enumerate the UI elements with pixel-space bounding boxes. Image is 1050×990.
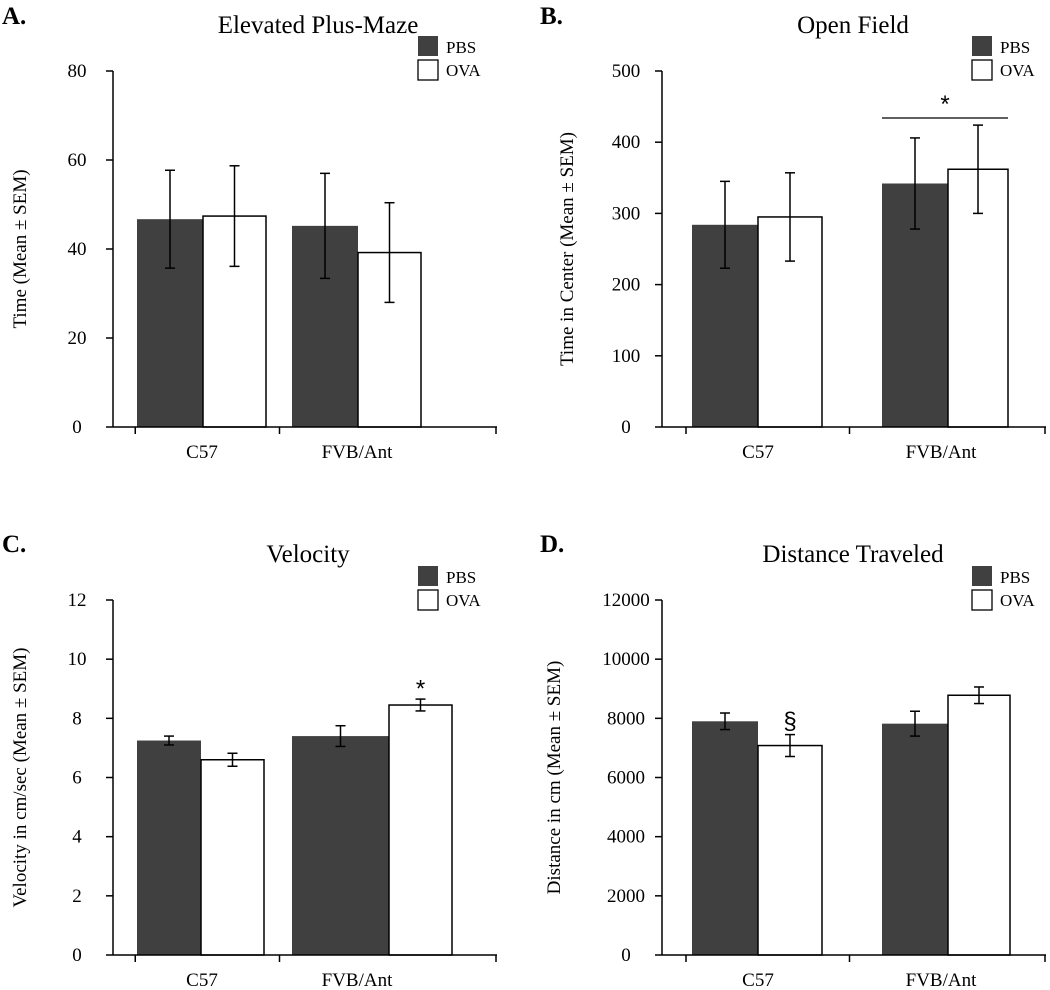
error-bar	[785, 172, 795, 262]
significance-marker: *	[940, 91, 949, 118]
y-axis-label: Velocity in cm/sec (Mean ± SEM)	[10, 647, 31, 907]
legend-swatch-ova	[971, 589, 993, 611]
y-tick-label: 12000	[602, 590, 650, 611]
legend-swatch-pbs	[972, 36, 992, 56]
legend: PBS OVA	[971, 36, 1035, 81]
y-tick-label: 500	[612, 61, 641, 82]
y-tick-label: 10	[68, 649, 87, 670]
legend-swatch-pbs	[418, 566, 438, 586]
legend-label-ova: OVA	[446, 591, 481, 610]
y-tick-label: 300	[612, 203, 641, 224]
y-tick-label: 6	[72, 768, 82, 789]
y-tick-label: 40	[68, 239, 87, 260]
y-tick-label: 60	[68, 150, 87, 171]
legend-label-ova: OVA	[446, 61, 481, 80]
y-tick-label: 0	[72, 417, 82, 438]
y-tick-label: 80	[68, 61, 87, 82]
error-bar	[320, 172, 330, 280]
legend-label-pbs: PBS	[446, 38, 476, 57]
legend: PBS OVA	[417, 566, 481, 611]
significance-marker: *	[416, 676, 425, 703]
error-bar	[335, 724, 346, 748]
bar-pbs-c57	[137, 740, 201, 955]
error-bar	[785, 733, 795, 758]
bar-ova-fvb-ant	[947, 694, 1011, 956]
chart-panel-2: B. Open Field Time in Center (Mean ± SEM) 0…	[540, 3, 1046, 463]
error-bar	[910, 137, 920, 230]
x-tick-label: C57	[742, 442, 774, 463]
error-bar	[720, 712, 730, 731]
chart-title: Elevated Plus-Maze	[218, 12, 419, 39]
y-tick-label: 100	[612, 346, 641, 367]
legend-label-pbs: PBS	[1000, 568, 1030, 587]
legend-swatch-ova	[417, 59, 439, 81]
legend-label-ova: OVA	[1000, 61, 1035, 80]
chart-title: Open Field	[797, 12, 909, 39]
y-tick-label: 10000	[602, 649, 650, 670]
panel-letter: D.	[540, 531, 564, 558]
legend-swatch-ova	[417, 589, 439, 611]
error-bar	[974, 686, 984, 705]
legend-swatch-pbs	[418, 36, 438, 56]
bar-ova-c57	[757, 744, 823, 956]
y-tick-label: 200	[612, 275, 641, 296]
y-tick-label: 0	[621, 945, 631, 966]
significance-marker: §	[783, 708, 796, 735]
legend-label-ova: OVA	[1000, 591, 1035, 610]
bar-ova-c57	[200, 759, 265, 956]
x-tick-label: FVB/Ant	[906, 970, 977, 990]
bar-pbs-fvb-ant	[882, 723, 948, 955]
error-bar	[910, 710, 920, 737]
y-tick-label: 2000	[607, 886, 645, 907]
y-tick-label: 0	[72, 945, 82, 966]
y-tick-label: 400	[612, 132, 641, 153]
legend-label-pbs: PBS	[1000, 38, 1030, 57]
error-bar	[227, 752, 238, 768]
x-tick-label: FVB/Ant	[322, 970, 393, 990]
x-tick-label: C57	[186, 970, 218, 990]
panel-letter: C.	[2, 531, 26, 558]
error-bar	[229, 165, 240, 268]
y-tick-label: 12	[68, 590, 87, 611]
legend-swatch-pbs	[972, 566, 992, 586]
error-bar	[384, 201, 395, 304]
legend: PBS OVA	[417, 36, 481, 81]
error-bar	[720, 180, 730, 269]
chart-panel-3: C. Velocity Velocity in cm/sec (Mean ± SEM…	[2, 531, 497, 990]
y-tick-label: 0	[621, 417, 631, 438]
legend-label-pbs: PBS	[446, 568, 476, 587]
y-axis-label: Distance in cm (Mean ± SEM)	[544, 661, 565, 895]
x-tick-label: FVB/Ant	[906, 442, 977, 463]
chart-panel-4: D. Distance Traveled Distance in cm (Mean …	[540, 531, 1046, 990]
error-bar	[973, 124, 983, 215]
panel-letter: A.	[2, 3, 26, 30]
error-bar	[415, 698, 426, 712]
x-tick-label: C57	[186, 442, 218, 463]
y-tick-label: 8	[72, 708, 82, 729]
legend-swatch-ova	[971, 59, 993, 81]
y-tick-label: 4	[72, 827, 82, 848]
error-bar	[164, 735, 174, 746]
y-axis-label: Time (Mean ± SEM)	[10, 169, 31, 328]
error-bar	[165, 169, 175, 269]
y-tick-label: 6000	[607, 768, 645, 789]
chart-panel-1: A. Elevated Plus-Maze Time (Mean ± SEM) 0 20…	[2, 3, 497, 463]
chart-title: Distance Traveled	[762, 541, 944, 568]
y-tick-label: 20	[68, 328, 87, 349]
bar-ova-fvb-ant	[388, 704, 453, 956]
y-axis-label: Time in Center (Mean ± SEM)	[557, 132, 578, 366]
x-tick-label: C57	[742, 970, 774, 990]
x-tick-label: FVB/Ant	[322, 442, 393, 463]
y-tick-label: 8000	[607, 708, 645, 729]
panel-letter: B.	[540, 3, 563, 30]
bar-pbs-fvb-ant	[292, 736, 389, 955]
y-tick-label: 4000	[607, 827, 645, 848]
legend: PBS OVA	[971, 566, 1035, 611]
y-tick-label: 2	[72, 886, 82, 907]
chart-title: Velocity	[266, 541, 350, 568]
bar-pbs-c57	[692, 721, 758, 955]
